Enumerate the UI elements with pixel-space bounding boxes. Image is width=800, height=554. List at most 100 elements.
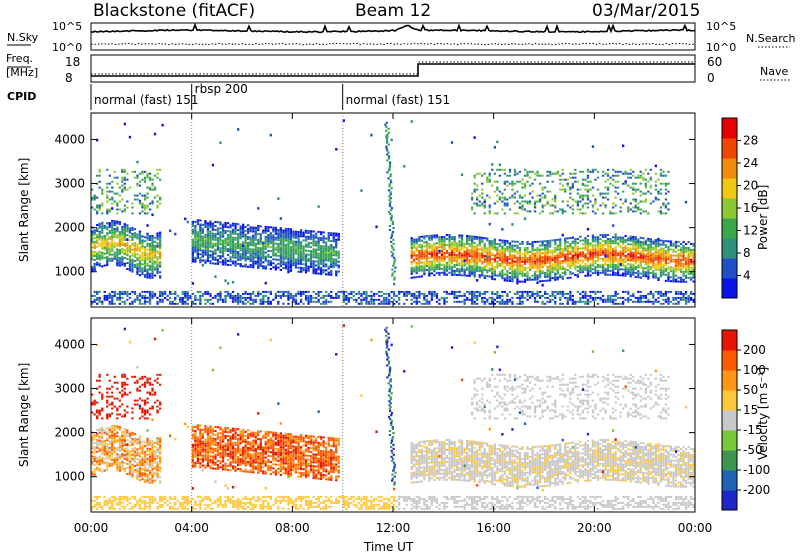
- heatmap-cell: [365, 300, 368, 303]
- heatmap-cell: [435, 258, 439, 261]
- heatmap-cell: [272, 258, 275, 261]
- heatmap-cell: [284, 231, 288, 234]
- heatmap-cell: [589, 258, 592, 261]
- heatmap-cell: [544, 296, 547, 299]
- heatmap-cell: [501, 300, 504, 303]
- heatmap-cell: [325, 298, 328, 301]
- heatmap-cell: [153, 268, 157, 271]
- heatmap-cell: [186, 296, 189, 299]
- heatmap-cell: [425, 298, 428, 301]
- heatmap-cell: [544, 246, 547, 249]
- heatmap-cell: [622, 260, 625, 263]
- heatmap-cell: [136, 243, 139, 246]
- heatmap-cell: [659, 210, 663, 213]
- heatmap-cell: [111, 180, 114, 183]
- heatmap-cell: [159, 202, 162, 205]
- heatmap-cell: [632, 247, 635, 250]
- heatmap-cell: [231, 230, 235, 233]
- heatmap-cell: [528, 290, 532, 293]
- heatmap-cell: [299, 247, 303, 250]
- heatmap-cell: [229, 244, 232, 247]
- heatmap-cell: [586, 196, 590, 199]
- heatmap-cell: [533, 206, 537, 209]
- heatmap-cell: [601, 196, 605, 199]
- heatmap-cell: [133, 242, 137, 245]
- heatmap-cell: [108, 300, 111, 303]
- heatmap-cell: [612, 236, 615, 239]
- heatmap-cell: [312, 270, 315, 273]
- heatmap-cell: [594, 250, 597, 253]
- heatmap-cell: [513, 262, 517, 265]
- heatmap-cell: [508, 208, 512, 211]
- heatmap-cell: [450, 255, 454, 258]
- heatmap-cell: [153, 174, 157, 177]
- heatmap-cell: [657, 210, 660, 213]
- heatmap-cell: [528, 296, 532, 299]
- heatmap-cell: [272, 238, 275, 241]
- heatmap-cell: [335, 264, 338, 267]
- heatmap-cell: [634, 200, 637, 203]
- heatmap-cell: [317, 262, 320, 265]
- heatmap-cell: [433, 274, 436, 277]
- heatmap-cell: [136, 259, 139, 262]
- heatmap-cell: [468, 267, 471, 269]
- heatmap-cell: [221, 243, 225, 246]
- heatmap-cell: [342, 296, 345, 299]
- heatmap-cell: [101, 237, 104, 240]
- heatmap-cell: [410, 239, 413, 242]
- heatmap-cell: [186, 292, 189, 295]
- heatmap-cell: [309, 234, 313, 237]
- heatmap-cell: [199, 257, 202, 260]
- heatmap-cell: [667, 246, 670, 249]
- heatmap-cell: [435, 252, 439, 255]
- heatmap-cell: [410, 262, 413, 265]
- heatmap-cell: [312, 238, 315, 241]
- heatmap-cell: [664, 252, 668, 254]
- heatmap-cell: [536, 248, 539, 251]
- heatmap-cell: [471, 267, 474, 270]
- heatmap-cell: [294, 260, 298, 263]
- heatmap-cell: [445, 249, 449, 252]
- heatmap-cell: [317, 294, 320, 297]
- heatmap-cell: [657, 261, 660, 264]
- heatmap-cell: [518, 298, 522, 301]
- heatmap-cell: [206, 252, 210, 254]
- heatmap-cell: [317, 230, 320, 233]
- heatmap-cell: [606, 294, 610, 297]
- heatmap-cell: [581, 271, 585, 274]
- heatmap-cell: [493, 266, 496, 269]
- heatmap-cell: [614, 246, 617, 249]
- heatmap-cell: [143, 208, 147, 211]
- heatmap-cell: [634, 238, 637, 241]
- heatmap-cell: [201, 259, 204, 262]
- heatmap-cell: [287, 253, 290, 256]
- heatmap-cell: [458, 258, 461, 261]
- heatmap-cell: [438, 264, 441, 266]
- heatmap-cell: [566, 182, 569, 185]
- heatmap-cell: [259, 239, 262, 242]
- heatmap-cell: [576, 251, 579, 254]
- heatmap-cell: [491, 254, 494, 257]
- heatmap-cell: [148, 300, 152, 303]
- heatmap-cell: [123, 223, 126, 226]
- heatmap-cell: [471, 245, 474, 248]
- heatmap-cell: [690, 268, 693, 271]
- heatmap-cell: [629, 239, 632, 242]
- heatmap-cell: [136, 298, 139, 301]
- heatmap-cell: [116, 202, 119, 205]
- heatmap-cell: [617, 266, 620, 269]
- heatmap-cell: [533, 248, 537, 251]
- heatmap-cell: [148, 172, 152, 175]
- heatmap-cell: [393, 276, 396, 279]
- heatmap-cell: [601, 259, 605, 262]
- heatmap-cell: [554, 278, 557, 281]
- heatmap-cell: [231, 298, 235, 301]
- heatmap-cell: [231, 280, 235, 284]
- heatmap-cell: [146, 174, 149, 177]
- heatmap-cell: [317, 268, 320, 271]
- heatmap-cell: [191, 246, 194, 249]
- heatmap-cell: [639, 208, 642, 211]
- heatmap-cell: [612, 248, 615, 251]
- heatmap-cell: [684, 300, 688, 303]
- heatmap-cell: [551, 257, 554, 260]
